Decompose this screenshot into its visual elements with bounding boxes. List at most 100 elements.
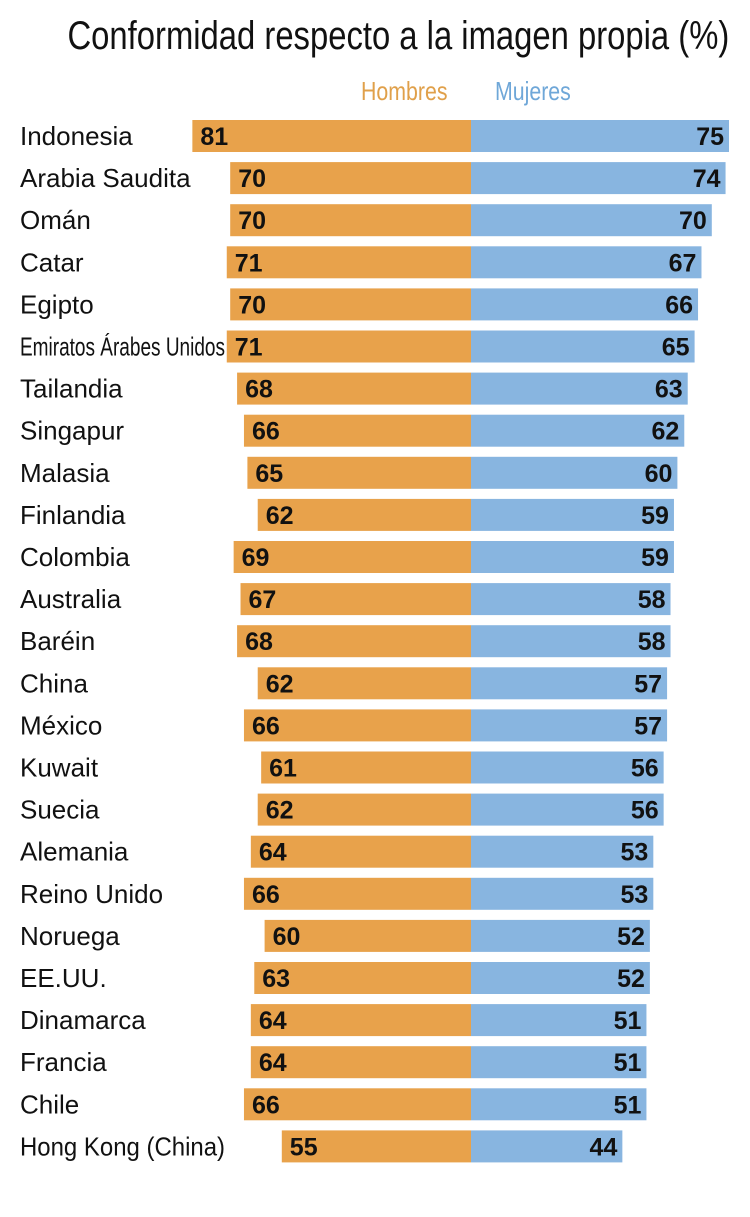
bar-row: Finlandia 62 59 — [20, 498, 674, 531]
value-label-hombres: 81 — [200, 123, 228, 151]
value-label-hombres: 64 — [259, 1049, 287, 1077]
category-label: Finlandia — [20, 500, 126, 530]
value-label-hombres: 71 — [235, 249, 263, 277]
value-label-hombres: 70 — [238, 207, 266, 235]
bar-hombres — [257, 498, 471, 531]
value-label-mujeres: 52 — [617, 923, 645, 951]
value-label-hombres: 67 — [249, 586, 277, 614]
category-label: Singapur — [20, 416, 124, 446]
bar-mujeres — [471, 330, 695, 363]
bar-mujeres — [471, 877, 654, 910]
value-label-hombres: 65 — [255, 460, 283, 488]
category-label: Egipto — [20, 289, 94, 319]
value-label-mujeres: 52 — [617, 965, 645, 993]
value-label-mujeres: 63 — [655, 376, 683, 404]
bar-hombres — [243, 1088, 471, 1121]
legend-label-hombres: Hombres — [361, 76, 448, 106]
category-label: Baréin — [20, 626, 95, 656]
bar-row: Singapur 66 62 — [20, 414, 685, 447]
bar-hombres — [240, 583, 471, 616]
bar-mujeres — [471, 751, 664, 784]
category-label: Hong Kong (China) — [20, 1131, 225, 1161]
bar-hombres — [226, 246, 471, 279]
value-label-mujeres: 67 — [669, 249, 697, 277]
value-label-hombres: 68 — [245, 376, 273, 404]
value-label-mujeres: 51 — [614, 1049, 642, 1077]
bar-mujeres — [471, 1088, 647, 1121]
bar-hombres — [243, 877, 471, 910]
value-label-mujeres: 56 — [631, 755, 659, 783]
value-label-mujeres: 56 — [631, 797, 659, 825]
bar-hombres — [254, 962, 471, 994]
bar-hombres — [281, 1130, 471, 1163]
value-label-mujeres: 65 — [662, 334, 690, 362]
category-label: EE.UU. — [20, 963, 107, 993]
bar-hombres — [250, 1046, 471, 1079]
bar-mujeres — [471, 372, 688, 405]
bar-row: Catar 71 67 — [20, 246, 702, 279]
value-label-mujeres: 58 — [638, 628, 666, 656]
value-label-mujeres: 59 — [641, 544, 669, 572]
chart-title: Conformidad respecto a la imagen propia … — [67, 14, 730, 58]
bar-hombres — [192, 120, 472, 152]
bar-row: EE.UU. 63 52 — [20, 962, 650, 994]
category-label: Emiratos Árabes Unidos — [20, 332, 225, 362]
value-label-hombres: 64 — [259, 839, 287, 867]
bar-mujeres — [471, 1130, 623, 1163]
value-label-mujeres: 60 — [645, 460, 673, 488]
bar-row: Emiratos Árabes Unidos 71 65 — [20, 330, 695, 363]
value-label-hombres: 70 — [238, 291, 266, 319]
value-label-hombres: 70 — [238, 165, 266, 193]
bar-hombres — [257, 793, 471, 826]
bar-mujeres — [471, 456, 678, 489]
bar-mujeres — [471, 835, 654, 868]
bar-row: Dinamarca 64 51 — [20, 1004, 647, 1037]
bar-row: Arabia Saudita 70 74 — [20, 162, 726, 195]
bar-mujeres — [471, 625, 671, 658]
value-label-mujeres: 62 — [651, 418, 679, 446]
bar-row: México 66 57 — [20, 709, 668, 742]
bar-row: Suecia 62 56 — [20, 793, 664, 826]
category-label: Chile — [20, 1089, 79, 1119]
bar-mujeres — [471, 667, 668, 700]
bar-mujeres — [471, 709, 668, 742]
category-label: México — [20, 710, 102, 740]
bar-row: Alemania 64 53 — [20, 835, 654, 868]
value-label-hombres: 62 — [266, 502, 294, 530]
bar-hombres — [226, 330, 471, 363]
category-label: Australia — [20, 584, 122, 614]
category-label: Francia — [20, 1047, 107, 1077]
bar-mujeres — [471, 498, 674, 531]
category-label: Dinamarca — [20, 1005, 146, 1035]
bar-hombres — [243, 414, 471, 447]
value-label-mujeres: 53 — [621, 839, 649, 867]
category-label: Indonesia — [20, 121, 133, 151]
bar-mujeres — [471, 288, 699, 321]
category-label: Malasia — [20, 458, 110, 488]
bar-mujeres — [471, 204, 712, 237]
value-label-mujeres: 57 — [634, 670, 662, 698]
category-label: Suecia — [20, 795, 100, 825]
bar-hombres — [237, 625, 471, 658]
value-label-hombres: 66 — [252, 1091, 280, 1119]
bar-row: Omán 70 70 — [20, 204, 712, 237]
value-label-mujeres: 58 — [638, 586, 666, 614]
bar-mujeres — [471, 583, 671, 616]
bar-hombres — [247, 456, 471, 489]
value-label-hombres: 55 — [290, 1133, 318, 1161]
bar-row: Malasia 65 60 — [20, 456, 678, 489]
value-label-hombres: 66 — [252, 418, 280, 446]
value-label-mujeres: 53 — [621, 881, 649, 909]
bar-row: China 62 57 — [20, 667, 668, 700]
value-label-hombres: 64 — [259, 1007, 287, 1035]
value-label-hombres: 66 — [252, 881, 280, 909]
value-label-hombres: 62 — [266, 670, 294, 698]
value-label-mujeres: 70 — [679, 207, 707, 235]
bar-hombres — [233, 541, 471, 573]
bar-hombres — [243, 709, 471, 742]
category-label: Noruega — [20, 921, 120, 951]
bar-row: Baréin 68 58 — [20, 625, 671, 658]
bar-mujeres — [471, 541, 674, 573]
bar-row: Colombia 69 59 — [20, 541, 674, 573]
bar-row: Kuwait 61 56 — [20, 751, 664, 784]
